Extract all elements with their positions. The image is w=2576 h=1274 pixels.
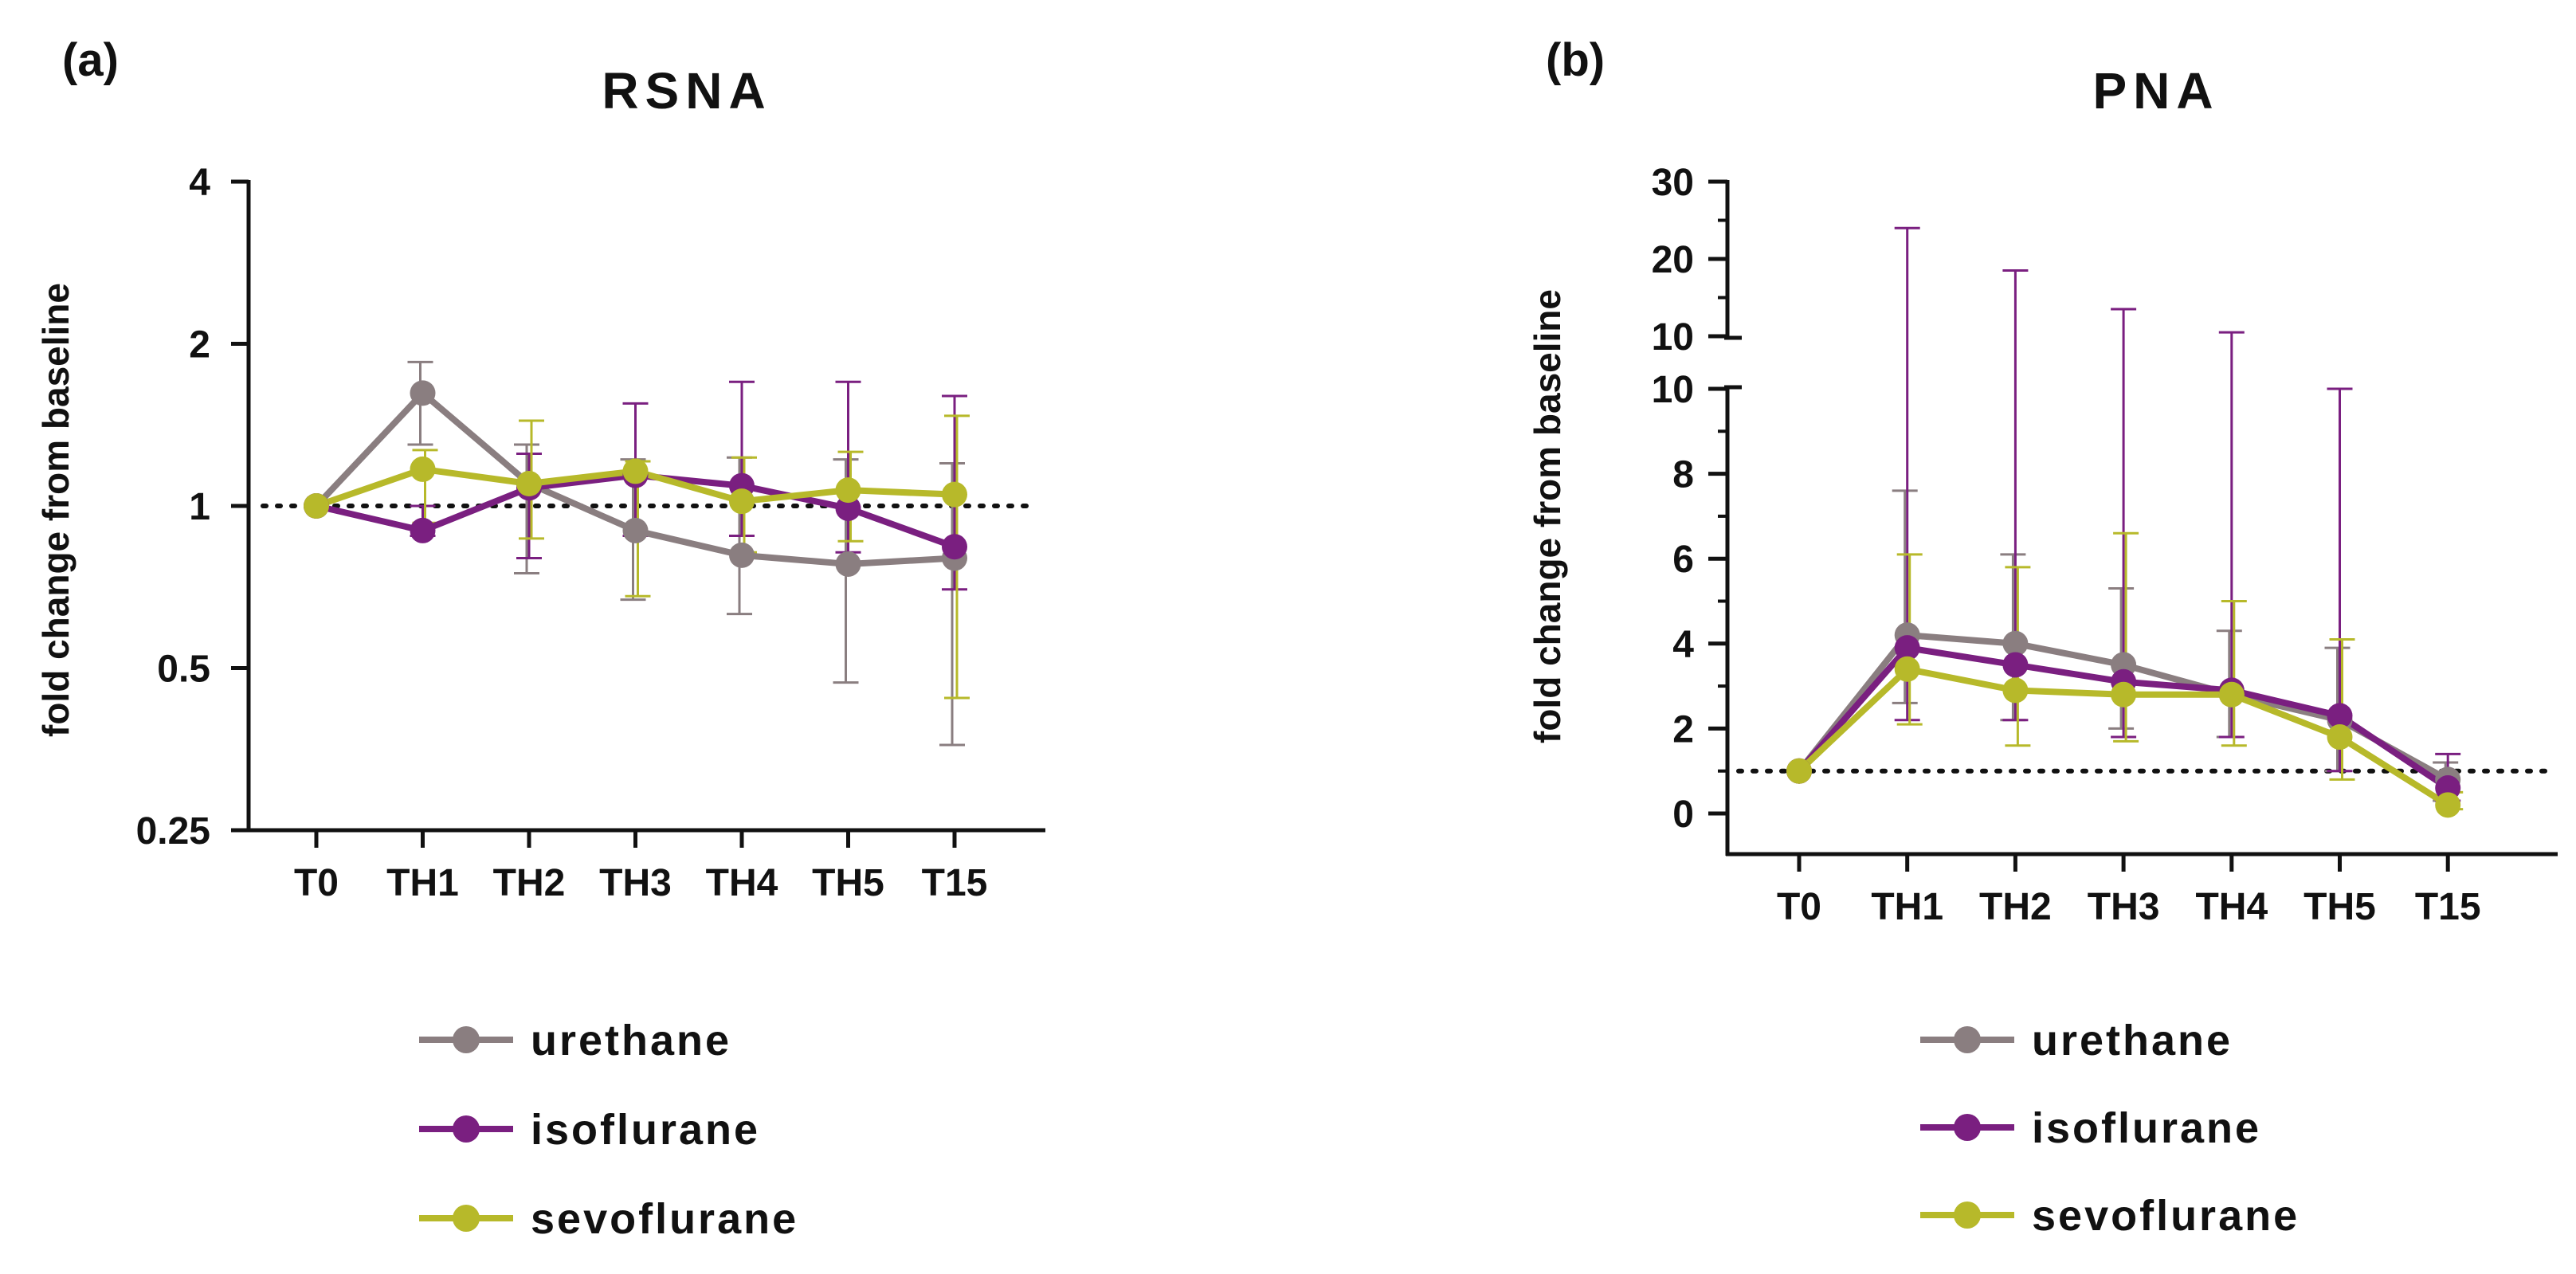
legend-b-swatch-marker-sevoflurane <box>1954 1201 1981 1229</box>
panel-a-urethane-point-TH4 <box>729 542 755 568</box>
panel-a-xtick-label-TH1: TH1 <box>386 862 459 904</box>
panel-a-plot: 0.25 0.5 1 2 4 T0 TH1 TH2 TH3 TH4 TH5 T15 <box>136 162 1045 904</box>
legend-a-label-sevoflurane: sevoflurane <box>531 1195 798 1243</box>
legend-b-swatch-marker-urethane <box>1954 1026 1981 1053</box>
panel-b-ytick-upper-label-10: 10 <box>1652 316 1694 359</box>
panel-a-xtick-label-T0: T0 <box>294 862 339 904</box>
panel-b-xtick-label-T0: T0 <box>1777 886 1821 928</box>
legend-a-swatch-marker-sevoflurane <box>453 1205 480 1232</box>
panel-a-isoflurane-point-T15 <box>942 534 967 560</box>
panel-b-xtick-label-T15: T15 <box>2415 886 2481 928</box>
panel-b-sevoflurane-point-TH4 <box>2218 681 2245 708</box>
panel-a-sevoflurane-point-TH1 <box>410 456 436 482</box>
legend-a-swatch-marker-isoflurane <box>453 1115 480 1143</box>
panel-a-ytick-label-0.5: 0.5 <box>157 649 210 691</box>
panel-a-ytick-label-1: 1 <box>189 486 210 528</box>
panel-a-xtick-label-TH2: TH2 <box>493 862 566 904</box>
panel-a-sevoflurane-point-T0 <box>304 493 329 519</box>
panel-a-sevoflurane-point-T15 <box>942 481 967 508</box>
legend-a-label-urethane: urethane <box>531 1017 731 1064</box>
panel-b-sevoflurane-point-TH3 <box>2111 681 2137 708</box>
legend-b-swatch-marker-isoflurane <box>1954 1114 1981 1141</box>
panel-a-urethane-point-TH1 <box>410 380 436 406</box>
panel-a-isoflurane-point-TH1 <box>410 517 436 543</box>
panel-a-urethane-point-TH5 <box>835 551 861 577</box>
panel-b-xtick-label-TH5: TH5 <box>2304 886 2376 928</box>
panel-a-urethane-point-TH3 <box>622 517 649 543</box>
panel-b-xtick-label-TH1: TH1 <box>1871 886 1943 928</box>
panel-a-label: (a) <box>62 34 119 86</box>
panel-a-sevoflurane-point-TH5 <box>835 477 861 504</box>
panel-b-ytick-upper-label-30: 30 <box>1652 162 1694 204</box>
panel-b-ytick-label-6: 6 <box>1672 539 1694 581</box>
panel-a-sevoflurane-point-TH3 <box>622 458 649 484</box>
panel-b-xtick-label-TH2: TH2 <box>1979 886 2052 928</box>
panel-a-sevoflurane-point-TH4 <box>729 488 755 515</box>
panel-a-title: RSNA <box>602 62 771 120</box>
panel-b-isoflurane-point-TH2 <box>2002 652 2029 678</box>
legend-a-swatch-marker-urethane <box>453 1026 480 1053</box>
panel-b-ytick-label-2: 2 <box>1672 708 1694 751</box>
panel-b-sevoflurane-point-TH5 <box>2327 724 2353 751</box>
legend-b: urethane isoflurane sevoflurane <box>1920 1017 2300 1240</box>
panel-b-ylabel: fold change from baseline <box>1527 289 1568 743</box>
panel-b-ytick-label-8: 8 <box>1672 454 1694 496</box>
panel-b-sevoflurane-point-TH1 <box>1894 656 1920 682</box>
panel-b-sevoflurane-point-TH2 <box>2002 677 2029 704</box>
panel-b-plot: 0 2 4 6 8 10 10 20 30 T0 TH1 TH2 TH3 TH4 TH5 T15 <box>1652 162 2558 928</box>
panel-b-ytick-label-10: 10 <box>1652 369 1694 411</box>
panel-a-xtick-label-TH5: TH5 <box>812 862 884 904</box>
panel-a-ytick-label-2: 2 <box>189 324 210 367</box>
panel-a-ytick-label-4: 4 <box>189 162 210 204</box>
panel-b-title: PNA <box>2092 62 2219 120</box>
panel-b-xtick-label-TH4: TH4 <box>2195 886 2268 928</box>
legend-b-label-sevoflurane: sevoflurane <box>2032 1192 2300 1240</box>
panel-b-ytick-label-0: 0 <box>1672 794 1694 836</box>
panel-b-ytick-upper-label-20: 20 <box>1652 239 1694 281</box>
panel-b-urethane-point-TH2 <box>2002 630 2029 657</box>
panel-b-label: (b) <box>1546 34 1605 86</box>
panel-a-isoflurane-point-TH5 <box>835 495 861 521</box>
panel-a-xtick-label-T15: T15 <box>922 862 988 904</box>
panel-b-isoflurane-point-TH5 <box>2327 703 2353 729</box>
legend-a: urethane isoflurane sevoflurane <box>419 1017 798 1243</box>
panel-a-ylabel: fold change from baseline <box>35 283 76 737</box>
panel-b-sevoflurane-point-T15 <box>2435 792 2461 818</box>
legend-b-label-isoflurane: isoflurane <box>2032 1104 2261 1152</box>
panel-a-ytick-label-0.25: 0.25 <box>136 810 210 853</box>
panel-b-sevoflurane-point-T0 <box>1786 758 1812 784</box>
legend-b-label-urethane: urethane <box>2032 1017 2233 1064</box>
panel-a-xtick-label-TH4: TH4 <box>706 862 778 904</box>
legend-a-label-isoflurane: isoflurane <box>531 1106 760 1154</box>
panel-b-xtick-label-TH3: TH3 <box>2088 886 2160 928</box>
panel-b-isoflurane-point-TH1 <box>1894 635 1920 661</box>
panel-b-ytick-label-4: 4 <box>1672 624 1694 666</box>
panel-a-xtick-label-TH3: TH3 <box>599 862 672 904</box>
panel-a-sevoflurane-point-TH2 <box>516 471 542 497</box>
